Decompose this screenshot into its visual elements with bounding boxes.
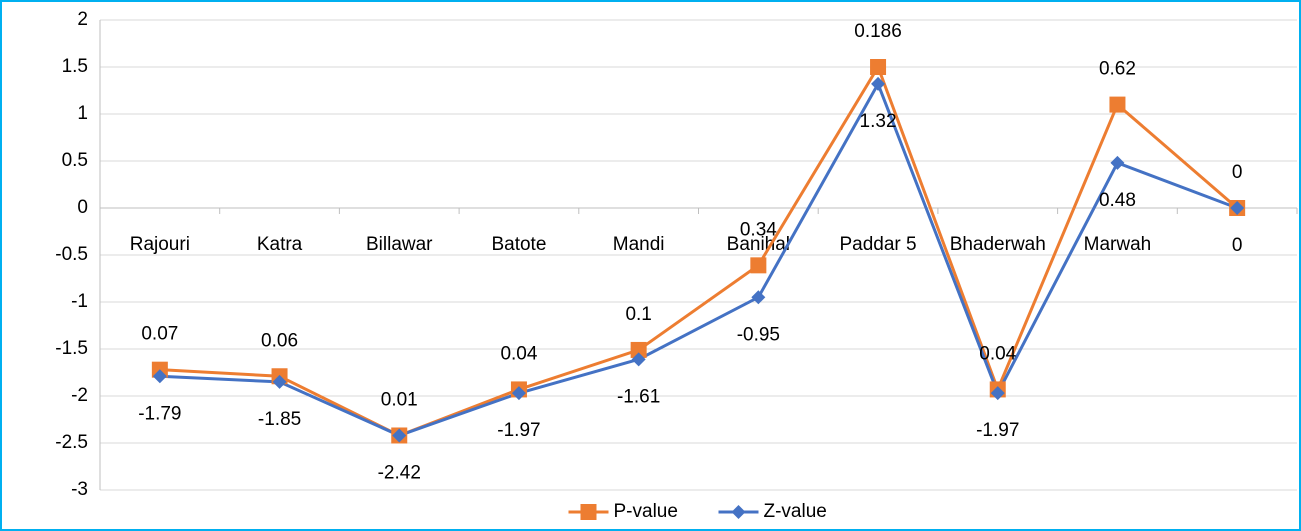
y-tick-label: -2.5 <box>55 432 88 453</box>
legend-label: Z-value <box>764 501 827 522</box>
data-label: 0.07 <box>141 324 178 345</box>
data-label: 0.1 <box>625 304 651 325</box>
data-label: -1.97 <box>976 420 1019 441</box>
marker <box>580 504 597 520</box>
y-tick-label: 1.5 <box>62 56 88 77</box>
data-label: 0.62 <box>1099 59 1136 80</box>
x-tick-label: Billawar <box>366 234 433 255</box>
data-label: -2.42 <box>378 462 421 483</box>
marker <box>1110 155 1125 170</box>
marker <box>870 59 887 75</box>
marker <box>871 76 886 91</box>
series-line <box>159 63 1239 438</box>
data-label: 0.34 <box>740 219 777 240</box>
x-tick-label: Batote <box>491 234 546 255</box>
legend-label: P-value <box>614 501 678 522</box>
x-tick-label: Paddar 5 <box>839 234 916 255</box>
marker <box>630 341 647 358</box>
data-label: -0.95 <box>737 324 780 345</box>
x-tick-label: Bhaderwah <box>950 234 1046 255</box>
marker <box>631 352 646 367</box>
x-tick-label: Mandi <box>613 234 665 255</box>
y-tick-label: 0 <box>77 197 88 218</box>
data-label: 0 <box>1232 162 1243 183</box>
x-tick-label: Rajouri <box>130 234 190 255</box>
marker <box>152 369 167 384</box>
data-label: -1.97 <box>497 420 540 441</box>
y-tick-label: -3 <box>71 479 88 500</box>
data-label: -1.79 <box>138 403 181 424</box>
data-label: 0 <box>1232 235 1243 256</box>
marker <box>990 386 1005 401</box>
data-label: -1.85 <box>258 409 301 430</box>
y-tick-label: -0.5 <box>55 244 88 265</box>
data-label: 0.04 <box>979 343 1016 364</box>
data-label: 0.04 <box>500 343 537 364</box>
marker <box>750 257 767 274</box>
marker <box>751 290 766 305</box>
series-line <box>159 80 1238 438</box>
marker <box>1109 96 1126 113</box>
x-tick-label: Katra <box>257 234 303 255</box>
y-tick-label: 0.5 <box>62 150 88 171</box>
marker <box>1230 201 1245 215</box>
data-label: 0.06 <box>261 330 298 351</box>
marker <box>511 386 526 401</box>
marker <box>272 374 287 389</box>
y-tick-label: 1 <box>77 103 88 124</box>
y-tick-label: -1.5 <box>55 338 88 359</box>
x-tick-label: Marwah <box>1084 234 1152 255</box>
data-label: -1.61 <box>617 386 660 407</box>
y-tick-label: -1 <box>71 291 88 312</box>
marker <box>731 505 746 519</box>
marker <box>392 428 407 443</box>
data-label: 0.48 <box>1099 190 1136 211</box>
data-label: 1.32 <box>860 111 897 132</box>
data-label: 0.186 <box>854 21 902 42</box>
y-tick-label: -2 <box>71 385 88 406</box>
y-tick-label: 2 <box>77 9 88 30</box>
data-label: 0.01 <box>381 389 418 410</box>
